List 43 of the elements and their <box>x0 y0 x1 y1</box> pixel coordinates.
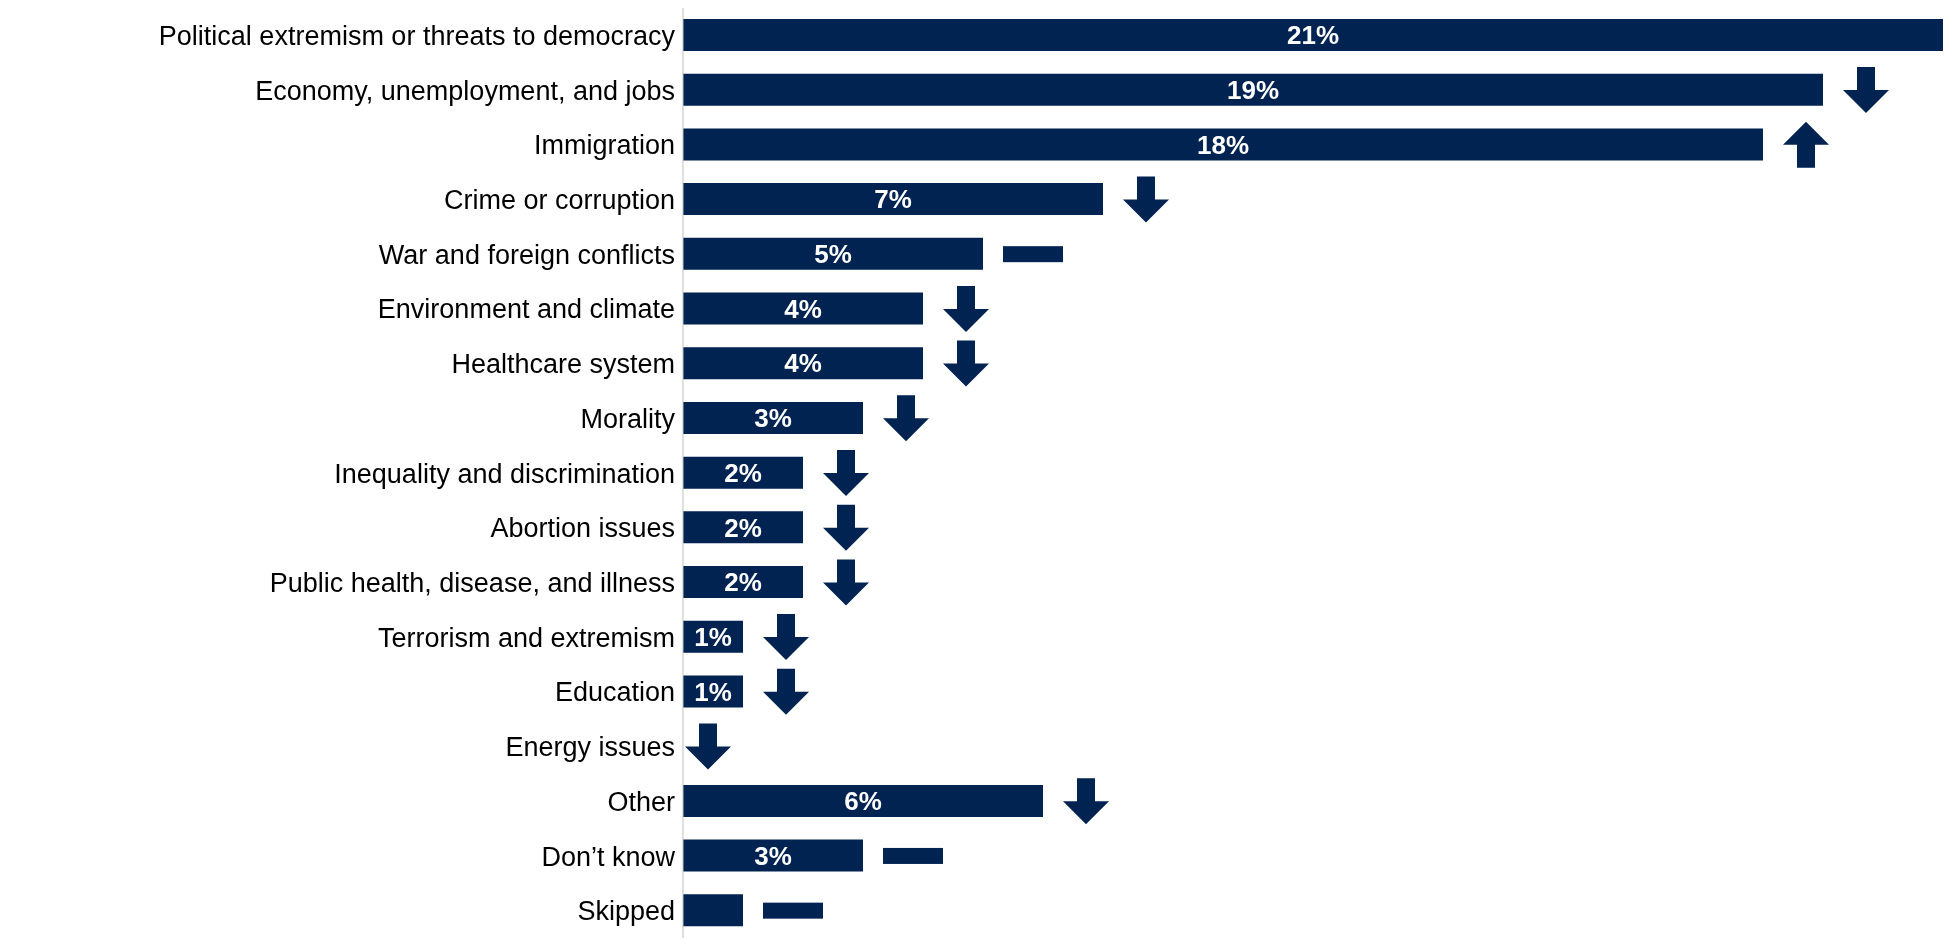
data-label: 5% <box>814 239 852 270</box>
bar <box>683 894 743 927</box>
bar <box>683 19 1943 51</box>
data-label: 1% <box>694 676 732 707</box>
data-label: 1% <box>694 621 732 652</box>
data-label: 3% <box>754 840 792 871</box>
y-tick-label: Public health, disease, and illness <box>269 568 675 598</box>
data-label: 2% <box>724 512 762 543</box>
y-tick-label: Education <box>554 677 675 708</box>
data-label: 3% <box>754 403 792 434</box>
y-tick-label: Don’t know <box>541 841 676 872</box>
data-label: 7% <box>874 184 912 215</box>
bar <box>683 401 863 434</box>
y-tick-label: Energy issues <box>505 732 675 763</box>
y-tick-label: Skipped <box>577 896 675 927</box>
data-label: 2% <box>724 457 762 488</box>
y-tick-label: Abortion issues <box>490 513 675 544</box>
data-label: 4% <box>784 293 822 324</box>
bar <box>683 128 1763 161</box>
bar <box>683 183 1103 216</box>
bar <box>683 237 983 270</box>
y-tick-label: Morality <box>580 403 676 434</box>
bar <box>683 73 1823 106</box>
data-label: 19% <box>1226 74 1280 105</box>
y-tick-label: Economy, unemployment, and jobs <box>255 75 675 106</box>
y-tick-label: Immigration <box>533 130 675 161</box>
data-label: 21% <box>1286 20 1340 51</box>
data-label: 18% <box>1196 129 1250 160</box>
y-tick-label: Crime or corruption <box>443 185 675 216</box>
data-label: 6% <box>844 786 882 817</box>
bar <box>683 839 863 872</box>
y-tick-label: Political extremism or threats to democracy <box>158 20 676 51</box>
bar <box>683 292 923 325</box>
bar <box>683 784 1043 817</box>
y-tick-label: Terrorism and extremism <box>377 622 675 653</box>
data-label: 4% <box>784 348 822 379</box>
data-label: 2% <box>724 567 762 598</box>
y-tick-label: Healthcare system <box>451 349 675 380</box>
y-tick-label: Environment and climate <box>377 294 675 325</box>
y-tick-label: War and foreign conflicts <box>378 239 675 270</box>
bar <box>683 347 923 380</box>
y-tick-label: Inequality and discrimination <box>334 458 675 489</box>
y-tick-label: Other <box>607 786 675 817</box>
